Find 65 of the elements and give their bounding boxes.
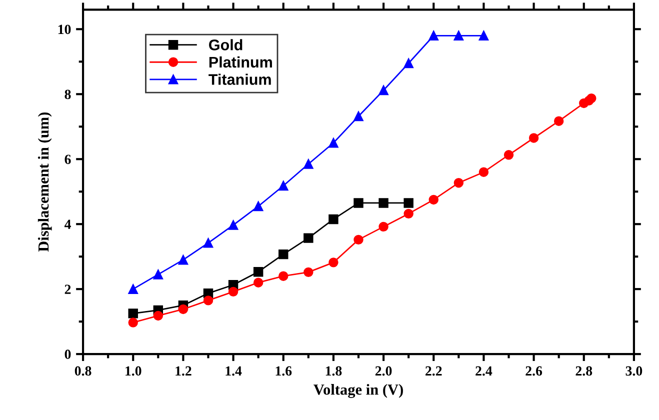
- point: [378, 222, 388, 232]
- legend-label: Titanium: [208, 74, 271, 85]
- point: [304, 233, 314, 243]
- x-tick-label: 1.4: [226, 366, 242, 376]
- y-tick-label: 2: [64, 284, 71, 294]
- y-tick-label: 10: [58, 24, 71, 34]
- point: [428, 30, 438, 41]
- point: [328, 258, 338, 268]
- point: [354, 198, 364, 208]
- x-tick-label: 3.0: [626, 366, 642, 376]
- point: [328, 214, 338, 224]
- point: [278, 271, 288, 281]
- point: [428, 194, 438, 205]
- point: [354, 234, 364, 245]
- point: [128, 308, 138, 318]
- point: [128, 284, 138, 294]
- point: [278, 180, 288, 191]
- point: [128, 318, 138, 328]
- point: [478, 167, 489, 177]
- x-axis-title: Voltage in (V): [314, 384, 403, 398]
- y-tick-label: 0: [64, 350, 71, 360]
- point: [203, 296, 214, 306]
- point: [378, 85, 388, 96]
- point: [278, 249, 288, 260]
- x-tick-label: 2.4: [476, 366, 492, 376]
- point: [203, 238, 214, 248]
- point: [354, 111, 364, 122]
- x-tick-label: 2.8: [576, 366, 592, 376]
- legend-label: Gold: [209, 39, 242, 50]
- point: [328, 138, 338, 148]
- point: [178, 254, 188, 265]
- point: [153, 310, 164, 321]
- x-tick-label: 2.6: [526, 366, 542, 376]
- point: [228, 220, 238, 230]
- point: [178, 304, 188, 314]
- point: [404, 208, 414, 219]
- legend-label: Platinum: [209, 56, 272, 68]
- y-tick-label: 4: [64, 220, 71, 229]
- y-axis-title: Displacement in (um): [38, 112, 52, 252]
- point: [454, 178, 464, 188]
- point: [304, 267, 314, 278]
- point: [228, 286, 238, 297]
- point: [454, 30, 464, 41]
- x-tick-label: 0.8: [74, 366, 92, 376]
- x-tick-label: 2.2: [426, 366, 442, 376]
- point: [554, 116, 564, 126]
- point: [586, 94, 596, 104]
- point: [478, 30, 489, 41]
- x-tick-label: 1.6: [276, 366, 292, 376]
- point: [404, 198, 414, 208]
- x-tick-label: 1.2: [176, 366, 192, 376]
- x-tick-label: 2.0: [375, 366, 392, 376]
- point: [528, 133, 539, 143]
- point: [378, 198, 388, 208]
- x-tick-label: 1.0: [126, 366, 142, 376]
- y-tick-label: 6: [64, 154, 71, 164]
- point: [153, 270, 164, 280]
- x-tick-label: 1.8: [326, 366, 342, 376]
- point: [253, 201, 264, 212]
- point: [253, 266, 264, 277]
- point: [304, 159, 314, 169]
- point: [404, 58, 414, 68]
- point: [504, 150, 514, 160]
- point: [253, 278, 264, 288]
- y-tick-label: 8: [64, 90, 71, 100]
